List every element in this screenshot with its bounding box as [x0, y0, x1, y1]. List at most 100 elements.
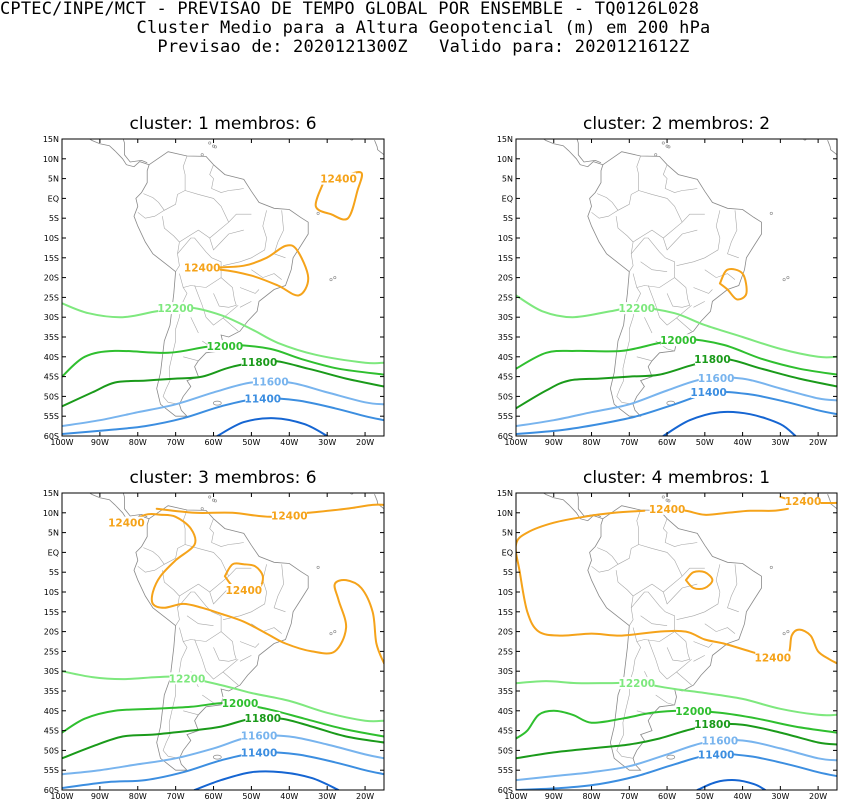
country-border	[676, 564, 721, 620]
coastline	[827, 140, 837, 156]
lon-label: 60W	[204, 438, 222, 447]
country-border	[239, 655, 252, 662]
lon-label: 30W	[318, 792, 336, 801]
contour-11800	[516, 722, 837, 760]
country-border	[630, 237, 675, 288]
map-panel-3: cluster: 3 membros: 6 12400 12400 12400 1220…	[43, 468, 385, 801]
country-border	[183, 710, 199, 716]
country-border	[647, 285, 677, 326]
lat-label: 15N	[43, 135, 59, 144]
country-border	[194, 285, 224, 326]
country-border	[273, 564, 286, 613]
contour-label-12200: 12200	[157, 303, 194, 315]
lat-label: 5N	[48, 529, 59, 538]
coastline	[122, 139, 148, 164]
contour-12000	[516, 709, 837, 740]
country-border	[143, 509, 188, 565]
contour-label-12000: 12000	[675, 706, 712, 718]
contour-11200	[696, 779, 767, 790]
contour-label-12200: 12200	[169, 673, 206, 685]
country-border	[676, 659, 692, 686]
contour-label-12000: 12000	[660, 335, 697, 347]
lat-label: 45S	[498, 373, 513, 382]
map-panel-1: cluster: 1 membros: 6 12400 12400 12200 1200…	[43, 114, 387, 447]
panel-title: cluster: 2 membros: 2	[583, 114, 770, 134]
island	[660, 136, 662, 138]
country-border	[183, 356, 199, 362]
lat-label: 35S	[498, 687, 513, 696]
contour-12200	[62, 670, 384, 723]
coastline	[576, 493, 602, 518]
island	[316, 211, 320, 215]
lon-label: 100W	[504, 792, 527, 801]
island	[769, 565, 773, 569]
lon-label: 80W	[129, 792, 147, 801]
lat-label: 25S	[498, 647, 513, 656]
contour-label-12000: 12000	[207, 341, 244, 353]
map-area: 12400 12400 12400 12200 12000 11800 11600 11400	[62, 493, 384, 790]
lat-label: 10S	[44, 588, 59, 597]
contour-label-11800: 11800	[245, 713, 282, 725]
lon-label: 80W	[582, 438, 600, 447]
island	[803, 493, 807, 495]
lat-label: 60S	[44, 786, 59, 795]
lat-label: EQ	[502, 194, 513, 203]
country-border	[597, 155, 641, 211]
country-border	[647, 639, 677, 680]
lon-label: 50W	[696, 792, 714, 801]
lat-label: 15S	[498, 608, 513, 617]
contour-11400	[516, 752, 837, 790]
island	[782, 632, 786, 636]
lon-label: 70W	[620, 792, 638, 801]
lon-label: 100W	[50, 792, 73, 801]
lon-label: 90W	[545, 438, 563, 447]
island	[385, 229, 387, 231]
lat-label: 10N	[497, 155, 513, 164]
lon-label: 60W	[658, 792, 676, 801]
lat-label: 60S	[44, 432, 59, 441]
contour-12400	[516, 509, 837, 665]
country-border	[162, 641, 188, 759]
country-border	[693, 641, 713, 648]
lat-label: 40S	[498, 353, 513, 362]
island	[660, 490, 662, 492]
map-panel-4: cluster: 4 membros: 1 12400 12400 12400 1220…	[497, 468, 838, 801]
country-border	[222, 659, 239, 686]
contour-12400	[684, 570, 714, 591]
country-border	[666, 631, 691, 662]
country-border	[727, 564, 739, 613]
lat-label: 30S	[498, 313, 513, 322]
lat-label: 60S	[498, 432, 513, 441]
contour-11600	[62, 734, 384, 776]
lat-label: 5N	[48, 175, 59, 184]
lat-label: 55S	[498, 766, 513, 775]
coastline	[587, 505, 762, 771]
island	[207, 136, 209, 138]
country-border	[655, 694, 675, 706]
coastline	[122, 493, 148, 518]
island	[333, 630, 337, 634]
country-border	[662, 213, 705, 251]
island	[350, 493, 354, 495]
contour-11200	[216, 417, 329, 436]
lat-label: 30S	[44, 313, 59, 322]
lat-label: 15N	[497, 135, 513, 144]
country-border	[194, 639, 224, 680]
lat-label: 10N	[43, 509, 59, 518]
lat-label: 25S	[44, 647, 59, 656]
country-border	[597, 509, 641, 565]
country-border	[137, 564, 165, 573]
header-line-1: CPTEC/INPE/MCT - PREVISAO DE TEMPO GLOBA…	[0, 0, 700, 19]
header-line-3: Previsao de: 2020121300Z Valido para: 20…	[157, 37, 690, 57]
map-area: 12200 12000 11800 11600 11400	[516, 136, 837, 436]
lat-label: 5N	[502, 529, 513, 538]
coastline	[374, 140, 384, 156]
country-border	[644, 317, 653, 334]
country-border	[222, 210, 267, 266]
contour-12400	[125, 512, 384, 665]
lon-label: 50W	[696, 438, 714, 447]
lat-label: 30S	[44, 667, 59, 676]
lon-label: 70W	[620, 438, 638, 447]
contour-label-11400: 11400	[698, 749, 735, 761]
contour-label-11600: 11600	[702, 736, 739, 748]
